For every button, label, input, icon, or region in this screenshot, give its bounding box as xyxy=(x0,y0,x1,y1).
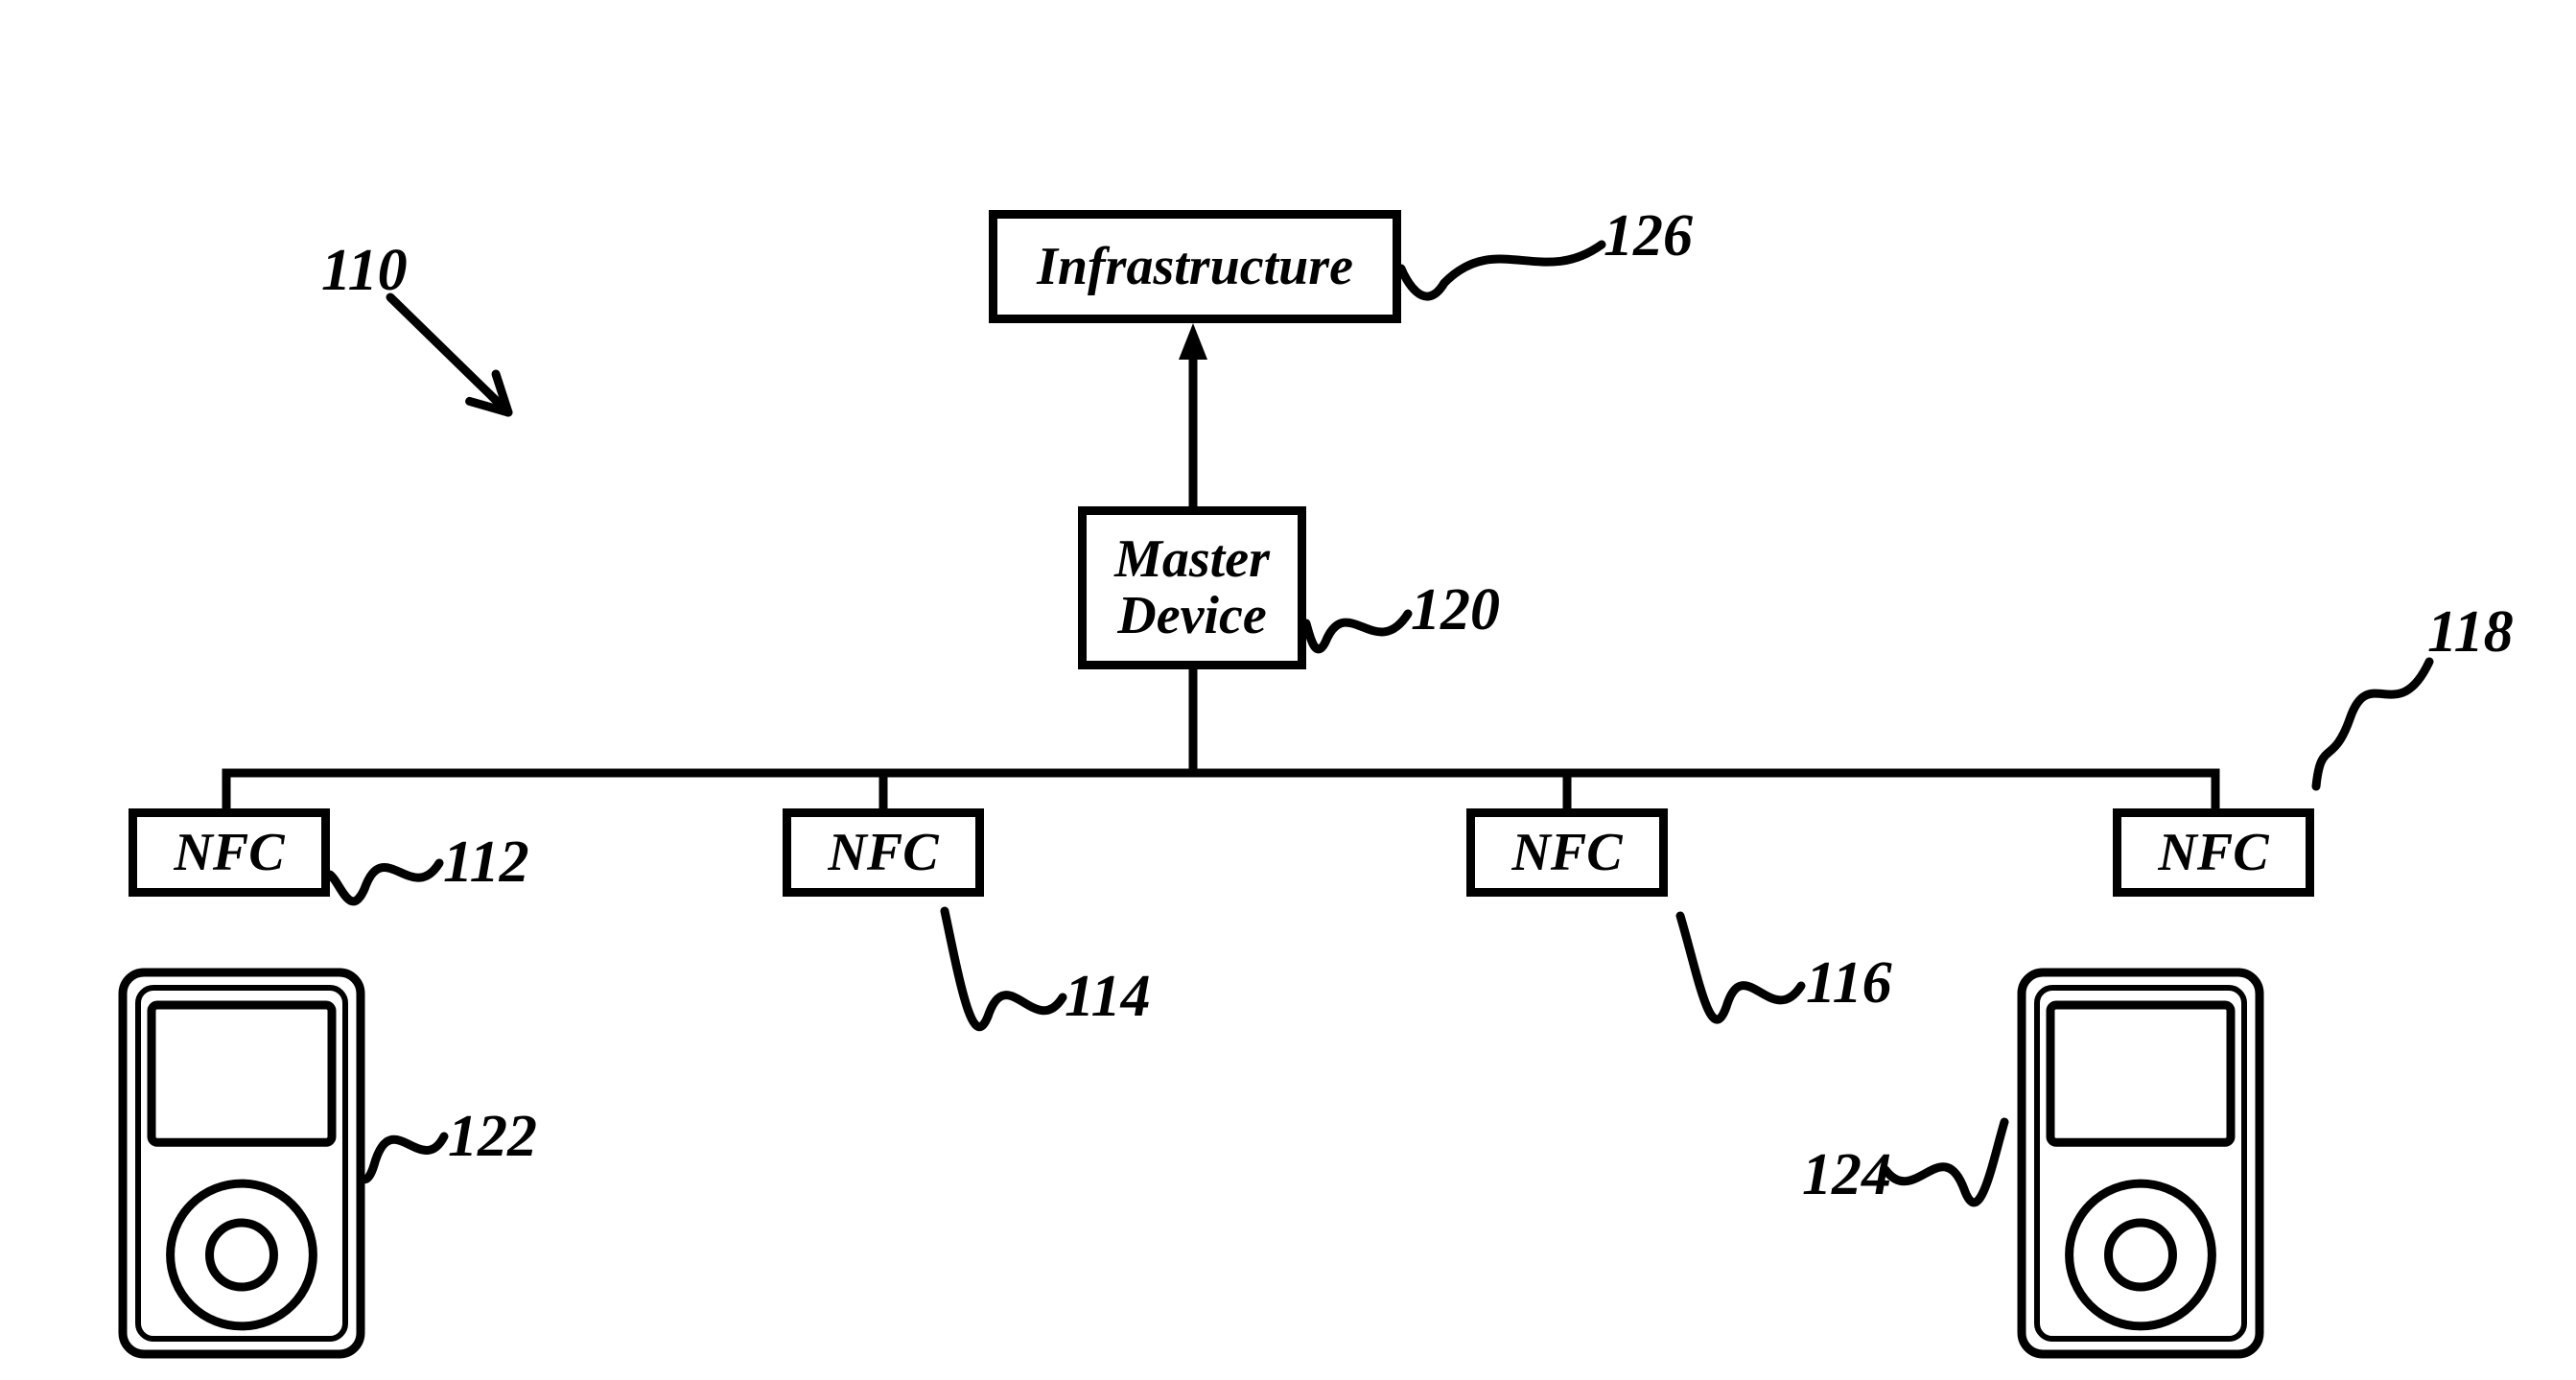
master-device-text: Master Device xyxy=(1114,531,1270,644)
nfc-box-3: NFC xyxy=(1466,808,1668,897)
nfc-1-text: NFC xyxy=(174,822,284,883)
nfc-3-text: NFC xyxy=(1511,822,1622,883)
ref-label-124: 124 xyxy=(1802,1141,1891,1209)
ref-label-120: 120 xyxy=(1411,576,1500,644)
ref-label-110: 110 xyxy=(321,237,408,305)
ref-label-122: 122 xyxy=(448,1103,537,1171)
infrastructure-text: Infrastructure xyxy=(1037,236,1353,297)
nfc-box-4: NFC xyxy=(2113,808,2314,897)
nfc-box-2: NFC xyxy=(783,808,984,897)
nfc-2-text: NFC xyxy=(828,822,938,883)
nfc-box-1: NFC xyxy=(129,808,330,897)
ref-label-114: 114 xyxy=(1065,963,1151,1031)
ref-label-116: 116 xyxy=(1806,949,1892,1017)
infrastructure-box: Infrastructure xyxy=(989,210,1401,323)
ref-label-118: 118 xyxy=(2427,598,2514,667)
svg-layer xyxy=(0,0,2576,1380)
ref-label-112: 112 xyxy=(443,829,529,897)
master-device-box: Master Device xyxy=(1078,506,1306,669)
diagram-canvas: Infrastructure Master Device NFC NFC NFC… xyxy=(0,0,2576,1380)
ref-label-126: 126 xyxy=(1604,202,1693,270)
nfc-4-text: NFC xyxy=(2158,822,2268,883)
